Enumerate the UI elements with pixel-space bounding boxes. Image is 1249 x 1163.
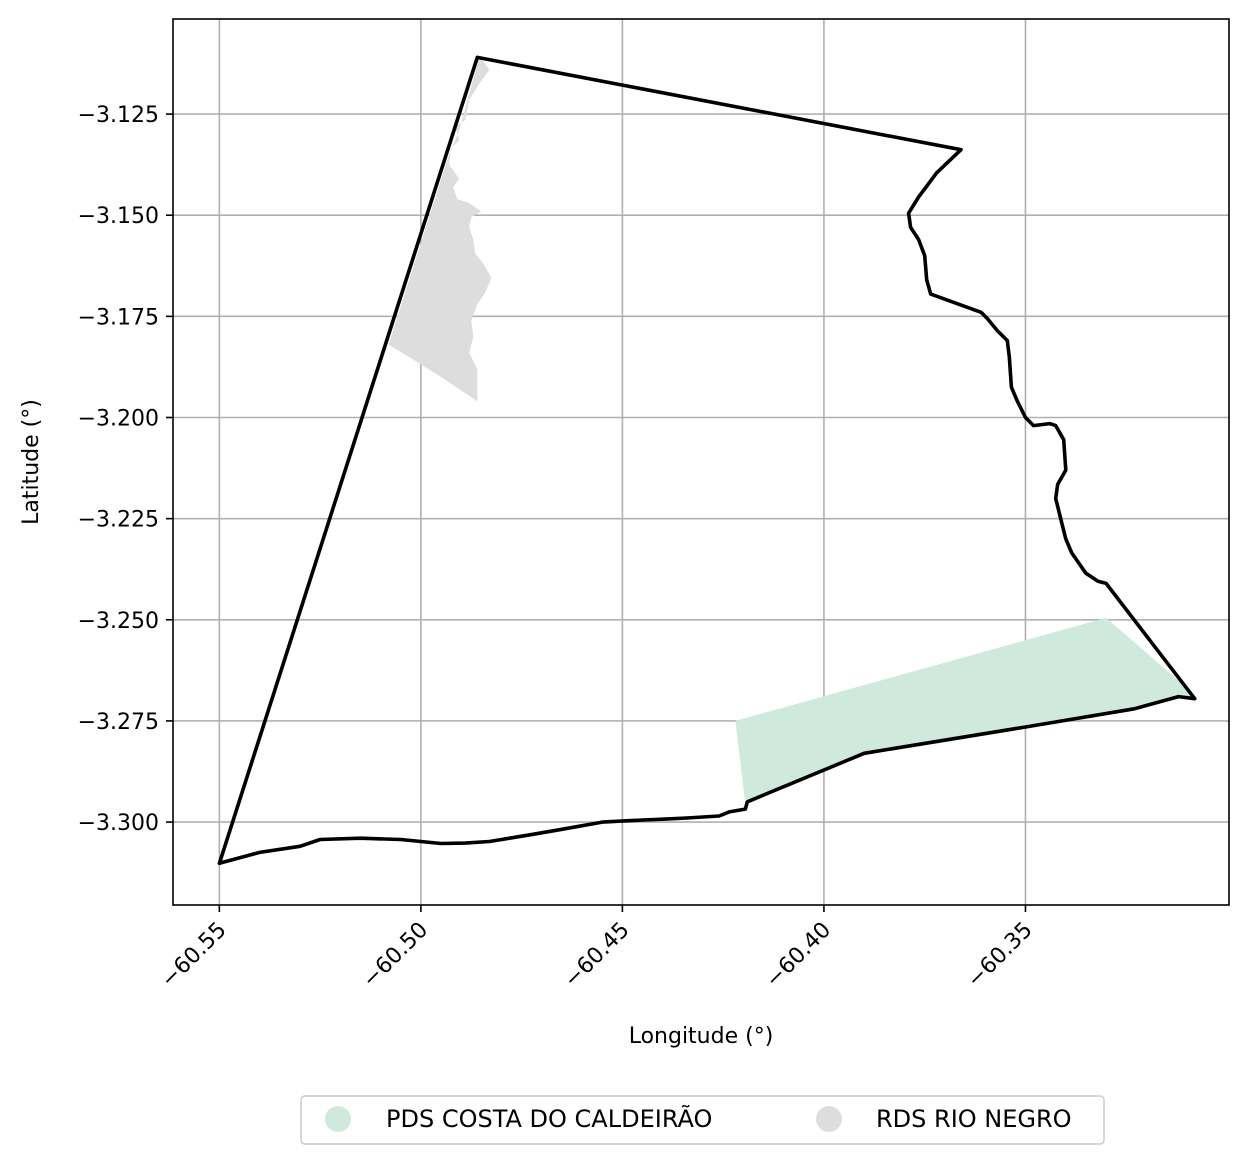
- y-tick-label: −3.125: [78, 103, 159, 128]
- y-tick-label: −3.300: [78, 811, 159, 836]
- y-axis-ticks: −3.125 −3.150 −3.175 −3.200 −3.225 −3.250 −3.2…: [78, 103, 173, 836]
- legend: PDS COSTA DO CALDEIRÃO RDS RIO NEGRO: [300, 1095, 1105, 1145]
- y-tick-label: −3.225: [78, 508, 159, 533]
- y-tick-label: −3.200: [78, 406, 159, 431]
- x-axis-title: Longitude (°): [629, 1024, 774, 1049]
- legend-marker-pds: [325, 1106, 351, 1132]
- y-tick-label: −3.250: [78, 609, 159, 634]
- y-axis-title: Latitude (°): [19, 399, 44, 525]
- grid-lines: [173, 19, 1229, 905]
- y-tick-label: −3.175: [78, 305, 159, 330]
- legend-marker-rds: [816, 1106, 842, 1132]
- plot-frame: [172, 18, 1230, 906]
- map-layers: [217, 55, 1197, 866]
- y-tick-label: −3.275: [78, 710, 159, 735]
- legend-label-rds: RDS RIO NEGRO: [876, 1105, 1072, 1133]
- legend-frame: [300, 1095, 1105, 1145]
- y-tick-label: −3.150: [78, 204, 159, 229]
- rds-rio-negro-area: [388, 56, 492, 402]
- legend-label-pds: PDS COSTA DO CALDEIRÃO: [386, 1103, 712, 1133]
- boundary-outline: [217, 55, 1197, 866]
